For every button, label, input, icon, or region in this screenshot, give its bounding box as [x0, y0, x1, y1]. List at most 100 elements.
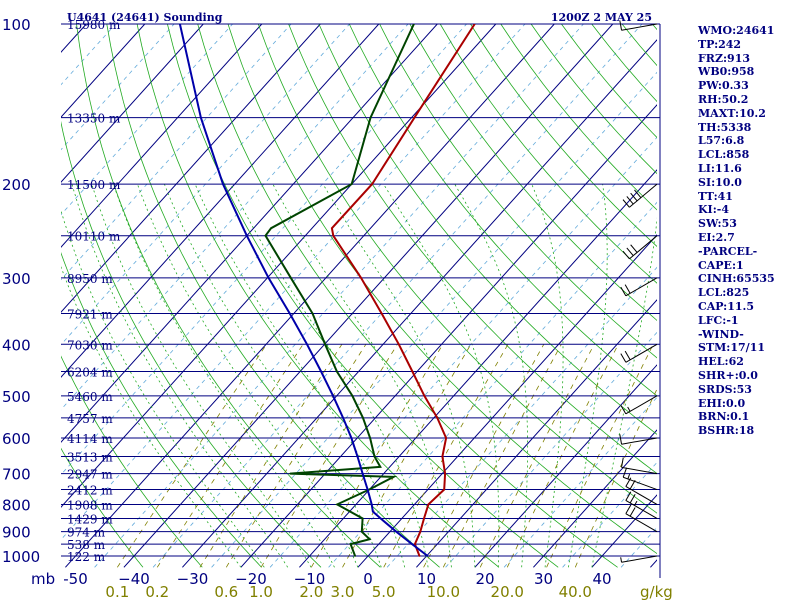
dewpoint-point — [270, 227, 272, 229]
isotherm-dashed-line — [328, 201, 657, 568]
temperature-tick-label: 40 — [592, 570, 611, 588]
dewpoint-point — [362, 417, 364, 419]
index-line: RH:50.2 — [698, 92, 749, 106]
moist-adiabat-line — [230, 183, 429, 568]
temperature-point — [427, 503, 430, 506]
height-label: 15980 m — [67, 18, 121, 32]
temperature-tick-label: −30 — [177, 570, 209, 588]
index-line: SRDS:53 — [698, 382, 752, 396]
isotherm-line — [61, 24, 380, 378]
chart-time: 1200Z 2 MAY 25 — [551, 11, 652, 24]
wind-barb-flag — [624, 350, 631, 361]
temperature-point — [473, 24, 476, 25]
pressure-unit-label: mb — [31, 570, 55, 588]
pressure-label: 100 — [2, 16, 31, 34]
temperature-tick-label: −10 — [294, 570, 326, 588]
wind-barb — [625, 486, 658, 505]
mixing-ratio-label: 0.6 — [214, 583, 238, 600]
parcel-point — [356, 455, 359, 458]
moist-adiabat-line — [137, 183, 359, 568]
moist-adiabat-line — [383, 183, 500, 568]
wind-barb — [625, 277, 658, 297]
isotherm-line — [61, 24, 263, 248]
index-line: LI:11.6 — [698, 161, 742, 175]
index-line: EHI:0.0 — [698, 396, 746, 410]
isotherm-dashed-line — [386, 266, 657, 568]
wind-barb-flag — [621, 457, 624, 468]
parcel-profile-line — [178, 24, 429, 557]
dry-adiabat-line — [257, 24, 657, 514]
parcel-point — [361, 472, 364, 475]
parcel-point — [306, 343, 308, 346]
index-line: CINH:65535 — [698, 272, 775, 286]
dewpoint-point — [349, 543, 352, 545]
height-label: 5460 m — [67, 390, 113, 404]
wind-barb-flag — [626, 196, 634, 205]
isotherm-line — [61, 24, 497, 508]
height-label: 7921 m — [67, 307, 113, 321]
isotherm-line — [61, 24, 321, 313]
dewpoint-point — [361, 517, 364, 520]
isotherm-dashed-line — [94, 24, 584, 568]
wind-barb-flag — [622, 199, 630, 208]
wind-barb — [621, 437, 658, 445]
isotherm-dashed-line — [211, 71, 657, 568]
parcel-point — [366, 488, 369, 491]
parcel-point — [372, 510, 374, 513]
temperature-tick-label: 10 — [417, 570, 436, 588]
temperature-point — [418, 555, 421, 557]
dewpoint-point — [369, 437, 371, 439]
wind-barb — [625, 500, 658, 519]
wind-barb-flag — [625, 504, 632, 514]
wind-barb — [625, 513, 658, 533]
dewpoint-point — [264, 234, 267, 237]
chart-title: U4641 (24641) Sounding — [67, 11, 223, 24]
wind-barb-flag — [626, 247, 634, 256]
mixing-ratio-label: 5.0 — [372, 583, 396, 600]
dry-adiabat-line — [439, 24, 657, 284]
wind-barb-flag — [620, 404, 627, 415]
moist-adiabat-line — [91, 183, 312, 568]
temperature-profile-line — [330, 24, 476, 557]
wind-barb — [629, 183, 658, 208]
index-line: BRN:0.1 — [698, 410, 750, 424]
pressure-label: 800 — [2, 496, 31, 514]
wind-barb-flag — [630, 244, 638, 253]
dry-adiabat-line — [76, 24, 381, 568]
pressure-label: 200 — [2, 176, 31, 194]
isotherm-line — [416, 299, 657, 568]
parcel-point — [288, 312, 291, 315]
mixing-ratio-line — [310, 344, 444, 568]
pressure-label: 900 — [2, 524, 31, 542]
pressure-label: 500 — [2, 388, 31, 406]
isotherm-line — [357, 234, 657, 568]
isotherm-dashed-line — [61, 24, 292, 281]
mixing-ratio-label: 1.0 — [249, 583, 273, 600]
wind-barb-flag — [619, 20, 623, 31]
height-label: 1429 m — [67, 512, 113, 526]
height-label: 4114 m — [67, 432, 113, 446]
isotherm-dashed-line — [152, 24, 643, 568]
moist-adiabat-line — [61, 209, 265, 568]
mixing-ratio-line — [156, 344, 304, 568]
isotherm-line — [61, 24, 204, 183]
dewpoint-point — [336, 370, 338, 373]
height-label: 538 m — [67, 538, 106, 552]
mixing-ratio-line — [574, 388, 657, 568]
dry-adiabat-line — [61, 355, 203, 568]
temperature-point — [444, 472, 446, 475]
dry-adiabat-line — [470, 24, 657, 247]
wind-barb — [621, 466, 658, 475]
mixing-ratio-line — [225, 344, 367, 568]
wind-barb-flag — [629, 494, 636, 504]
dewpoint-point — [413, 24, 415, 25]
parcel-point — [426, 555, 429, 557]
dewpoint-point — [379, 466, 382, 468]
dry-adiabat-line — [167, 24, 559, 568]
wind-barb-flag — [625, 491, 632, 501]
dewpoint-point — [368, 488, 371, 491]
pressure-label: 300 — [2, 270, 31, 288]
wind-barb-flag — [620, 286, 627, 297]
temperature-point — [414, 543, 416, 545]
moist-adiabat-line — [61, 265, 242, 568]
